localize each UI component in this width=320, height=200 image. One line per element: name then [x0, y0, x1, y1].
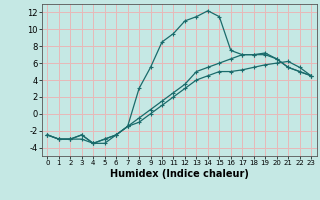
X-axis label: Humidex (Indice chaleur): Humidex (Indice chaleur) — [110, 169, 249, 179]
